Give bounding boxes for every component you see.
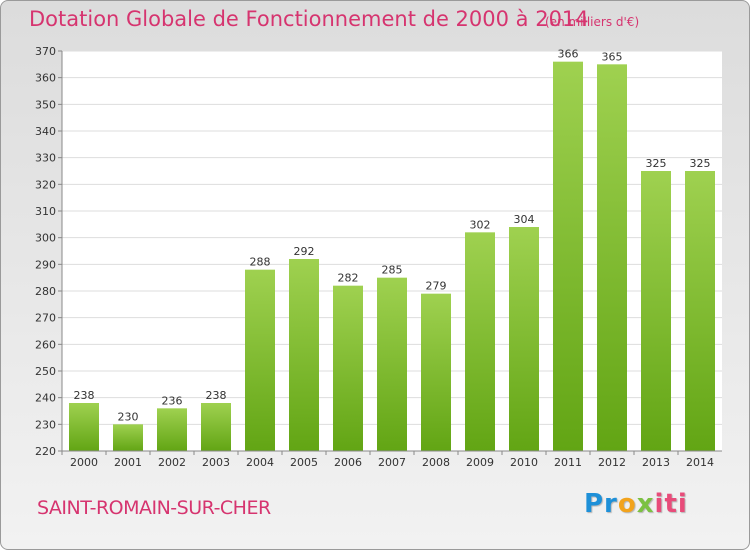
y-tick-label: 320 [35,178,56,191]
bar-2009 [465,232,495,451]
y-tick-label: 300 [35,232,56,245]
proxiti-logo[interactable]: Proxiti [584,489,688,519]
data-label-2013: 325 [646,157,667,170]
data-label-2003: 238 [206,389,227,402]
y-tick-label: 270 [35,312,56,325]
data-label-2004: 288 [250,256,271,269]
bar-2000 [69,403,99,451]
x-tick-label: 2007 [378,456,406,469]
bar-2004 [245,269,275,451]
bar-2003 [201,403,231,451]
x-tick-label: 2003 [202,456,230,469]
chart-title: Dotation Globale de Fonctionnement de 20… [29,7,589,31]
bar-2008 [421,293,451,451]
bar-2002 [157,408,187,451]
bar-2011 [553,61,583,452]
y-tick-label: 220 [35,445,56,458]
x-tick-label: 2011 [554,456,582,469]
bars: 238 230 236 238 288 292 282 285 279 302 304 366 365 3… [69,48,715,452]
bar-2010 [509,227,539,451]
data-label-2002: 236 [162,394,183,407]
x-tick-label: 2002 [158,456,186,469]
y-tick-label: 360 [35,72,56,85]
x-tick-label: 2008 [422,456,450,469]
y-tick-label: 330 [35,152,56,165]
x-tick-label: 2013 [642,456,670,469]
x-tick-label: 2009 [466,456,494,469]
bar-2007 [377,277,407,451]
data-label-2012: 365 [602,50,623,63]
data-label-2005: 292 [294,245,315,258]
data-label-2008: 279 [426,280,447,293]
y-tick-label: 230 [35,418,56,431]
data-label-2006: 282 [338,272,359,285]
x-tick-label: 2001 [114,456,142,469]
y-tick-label: 290 [35,258,56,271]
bar-2006 [333,285,363,451]
data-label-2014: 325 [690,157,711,170]
x-tick-label: 2006 [334,456,362,469]
data-label-2000: 238 [74,389,95,402]
bar-2001 [113,424,143,451]
y-tick-label: 280 [35,285,56,298]
chart-subtitle: (en milliers d'€) [545,15,640,29]
y-tick-label: 260 [35,338,56,351]
y-tick-label: 370 [35,45,56,58]
bar-2014 [685,171,715,451]
data-label-2010: 304 [514,213,535,226]
data-label-2009: 302 [470,218,491,231]
x-tick-label: 2010 [510,456,538,469]
bar-2013 [641,171,671,451]
data-label-2011: 366 [558,48,579,61]
y-axis-ticks: 220 230 240 250 260 270 280 290 300 310 320 330 340 3… [35,45,62,458]
bar-2005 [289,259,319,451]
x-tick-label: 2000 [70,456,98,469]
y-tick-label: 350 [35,98,56,111]
x-tick-label: 2004 [246,456,274,469]
y-tick-label: 310 [35,205,56,218]
x-tick-label: 2014 [686,456,714,469]
y-tick-label: 240 [35,392,56,405]
x-tick-label: 2005 [290,456,318,469]
x-tick-label: 2012 [598,456,626,469]
y-tick-label: 340 [35,125,56,138]
x-axis-ticks: 2000 2001 2002 2003 2004 2005 2006 2007 2008 2009… [61,451,714,469]
commune-name: SAINT-ROMAIN-SUR-CHER [37,497,271,519]
data-label-2001: 230 [118,410,139,423]
data-label-2007: 285 [382,264,403,277]
bar-2012 [597,64,627,452]
y-tick-label: 250 [35,365,56,378]
